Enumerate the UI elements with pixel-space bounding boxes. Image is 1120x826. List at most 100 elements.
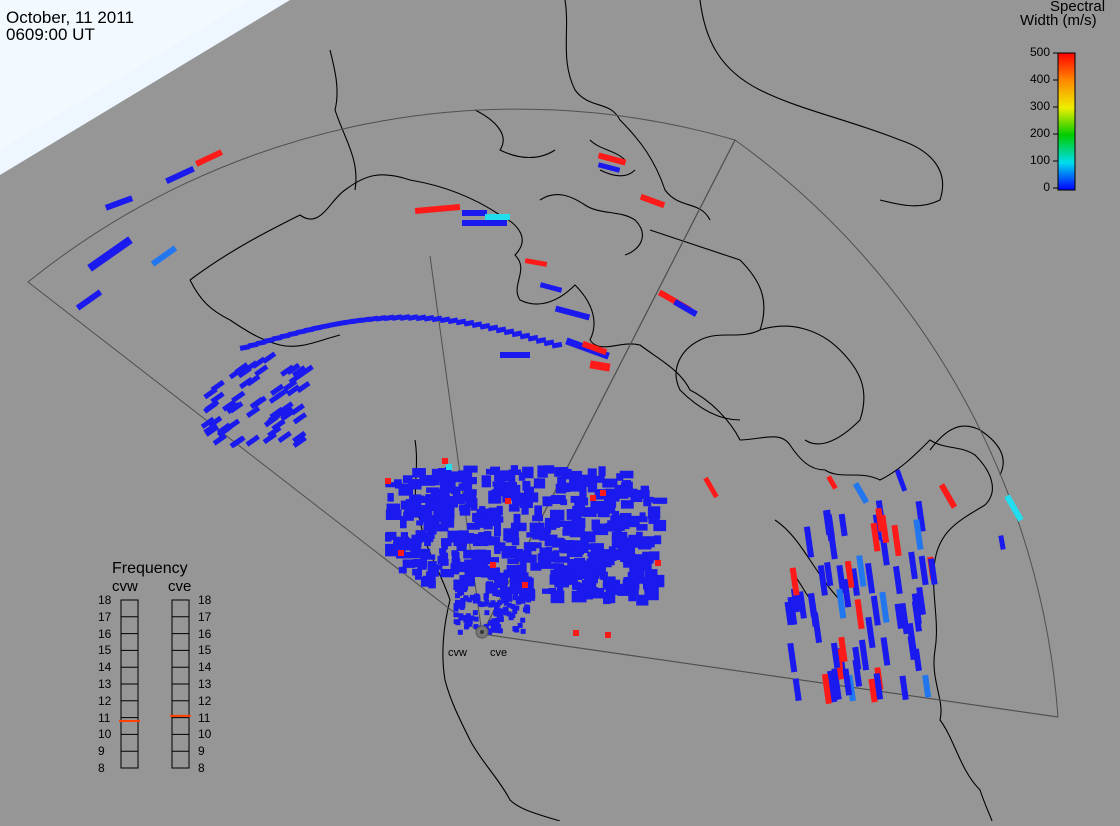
echo-cell — [653, 535, 662, 545]
echo-cell — [463, 596, 469, 602]
echo-cell — [573, 630, 579, 636]
echo-cell — [271, 418, 286, 432]
echo-cell — [526, 532, 536, 538]
echo-cell — [439, 491, 450, 504]
echo-cell — [463, 319, 475, 327]
echo-cell — [831, 668, 842, 700]
echo-cell — [879, 591, 890, 624]
echo-cell — [868, 678, 878, 703]
colorbar-units: Width (m/s) — [1020, 12, 1097, 29]
echo-cell — [838, 636, 848, 663]
echo-cell — [549, 563, 565, 569]
echo-cell — [525, 608, 531, 614]
echo-cell — [544, 465, 555, 474]
echo-cell — [499, 586, 513, 599]
echo-cell — [584, 575, 594, 584]
echo-cell — [420, 554, 436, 560]
echo-cell — [620, 589, 632, 595]
echo-cell — [635, 541, 651, 547]
echo-cell — [488, 507, 503, 516]
echo-cell — [486, 536, 501, 546]
echo-cell — [844, 560, 855, 589]
colorbar-tick-label: 100 — [1029, 153, 1050, 167]
frequency-tick-label: 15 — [198, 643, 212, 658]
echo-cell — [506, 611, 512, 617]
echo-cell — [644, 569, 658, 579]
echo-cell — [566, 570, 573, 582]
frequency-tick-label: 12 — [98, 693, 112, 708]
echo-cell — [490, 466, 501, 475]
echo-cell — [510, 465, 519, 471]
echo-cell — [492, 622, 498, 628]
echo-cell — [872, 514, 883, 541]
echo-cell — [824, 561, 834, 587]
echo-cell — [457, 470, 473, 479]
echo-cell — [439, 469, 448, 479]
echo-cell — [303, 326, 315, 334]
echo-cell — [385, 532, 392, 542]
echo-cell — [525, 492, 539, 503]
echo-cell — [602, 549, 618, 560]
echo-cell — [562, 528, 571, 536]
echo-cell — [503, 600, 509, 606]
echo-cell — [610, 515, 626, 524]
echo-cell — [624, 537, 632, 547]
frequency-tick-label: 16 — [198, 626, 212, 641]
echo-cell — [492, 481, 501, 487]
echo-cell — [458, 613, 464, 619]
echo-cell — [629, 562, 637, 575]
echo-cell — [427, 564, 439, 577]
echo-cell — [817, 564, 828, 596]
echo-cell — [290, 403, 305, 416]
radar-label-cve: cve — [490, 647, 508, 659]
echo-cell — [858, 639, 870, 671]
echo-cell — [560, 546, 573, 554]
echo-cell — [439, 480, 456, 493]
echo-cell — [442, 458, 448, 464]
echo-cell — [592, 523, 609, 536]
echo-cell — [533, 478, 546, 489]
echo-cell — [466, 500, 476, 508]
echo-cell — [472, 512, 484, 522]
echo-cell — [542, 496, 553, 507]
echo-cell — [542, 588, 552, 594]
echo-cell — [404, 505, 414, 515]
echo-cell — [538, 558, 551, 569]
echo-cell — [494, 470, 503, 482]
echo-cell — [569, 480, 583, 492]
echo-cell — [507, 596, 513, 602]
echo-cell — [912, 648, 922, 672]
sunlit-region-inner — [0, 0, 250, 150]
echo-cell — [440, 568, 455, 578]
echo-cell — [899, 602, 910, 635]
echo-cell — [792, 678, 802, 702]
echo-cell — [631, 576, 645, 584]
echo-cell — [916, 586, 926, 616]
echo-cell — [632, 569, 645, 580]
echo-cell — [602, 478, 618, 488]
echo-cell — [550, 509, 565, 521]
echo-cell — [579, 474, 589, 487]
echo-cell — [472, 598, 478, 604]
echo-cell — [500, 470, 516, 482]
echo-cell — [603, 593, 616, 604]
echo-cell — [790, 588, 801, 613]
echo-cell — [535, 542, 542, 549]
echo-cell — [455, 600, 461, 606]
echo-cell — [508, 504, 520, 512]
echo-cell — [524, 593, 530, 599]
echo-cell — [485, 468, 493, 475]
echo-cell — [648, 580, 659, 591]
echo-cell — [784, 601, 794, 626]
echo-cell — [269, 383, 285, 396]
colorbar — [1057, 52, 1076, 191]
echo-cell — [343, 318, 355, 326]
echo-cell — [414, 204, 461, 214]
echo-cell — [462, 220, 507, 226]
echo-cell — [826, 670, 838, 703]
echo-cell — [453, 534, 467, 546]
echo-cell — [938, 483, 958, 509]
echo-cell — [536, 530, 551, 539]
echo-cell — [543, 339, 555, 347]
echo-cell — [465, 613, 471, 619]
